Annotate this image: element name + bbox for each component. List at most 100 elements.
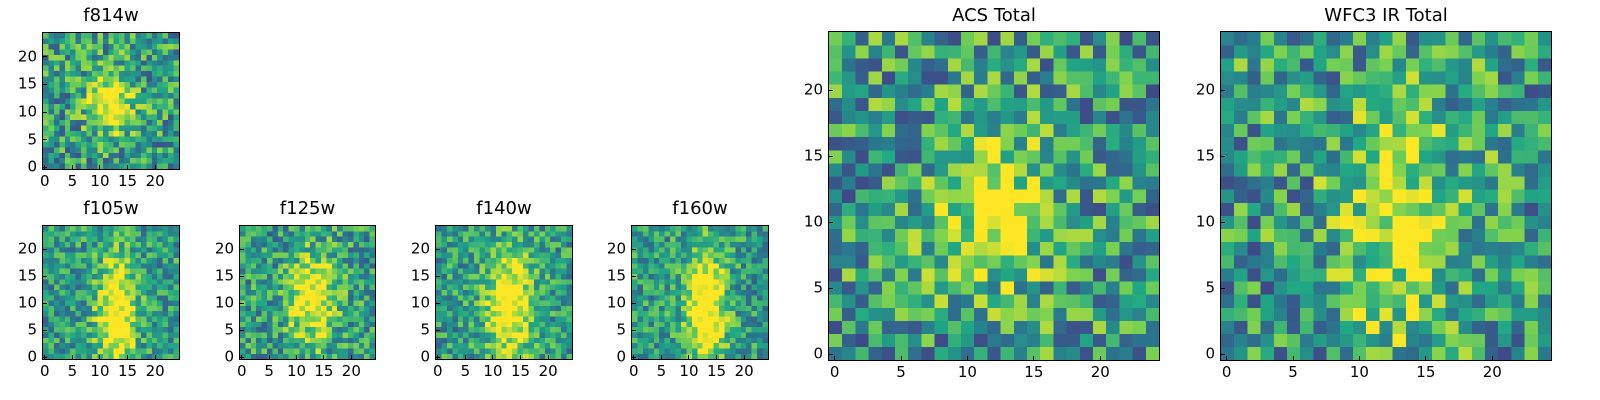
heatmap-cell [501, 348, 507, 354]
heatmap-cell [261, 231, 268, 237]
heatmap-cell [544, 247, 551, 253]
heatmap-cell [283, 343, 289, 349]
heatmap-cell [321, 305, 327, 312]
heatmap-cell [680, 348, 687, 354]
heatmap-cell [240, 348, 246, 354]
heatmap-cell [702, 252, 709, 259]
heatmap-cell [1247, 84, 1261, 98]
heatmap-cell [637, 305, 643, 312]
heatmap-cell [364, 316, 370, 322]
heatmap-cell [97, 158, 103, 164]
heatmap-cell [1132, 150, 1147, 164]
heatmap-cell [550, 273, 556, 280]
heatmap-cell [140, 268, 147, 274]
heatmap-cell [91, 343, 98, 349]
heatmap-cell [151, 305, 158, 312]
heatmap-cell [987, 150, 1001, 164]
heatmap-cell [299, 321, 305, 328]
heatmap-cell [468, 327, 475, 333]
heatmap-cell [632, 263, 638, 269]
heatmap-cell [1353, 150, 1367, 164]
heatmap-cell [947, 45, 962, 59]
heatmap-cell [746, 316, 752, 322]
heatmap-cell [1119, 163, 1133, 177]
heatmap-cell [1260, 202, 1275, 216]
heatmap-cell [868, 123, 883, 138]
heatmap-cell [934, 110, 949, 125]
heatmap-cell [130, 125, 136, 132]
heatmap-cell [283, 279, 289, 285]
heatmap-cell [474, 316, 480, 322]
heatmap-cell [523, 353, 529, 359]
heatmap-cell [1079, 45, 1094, 59]
heatmap-cell [1132, 255, 1147, 269]
heatmap-cell [1000, 320, 1015, 335]
heatmap-cell [1260, 110, 1275, 125]
heatmap-cell [659, 273, 665, 280]
heatmap-cell [331, 337, 338, 344]
heatmap-cell [315, 316, 322, 322]
heatmap-cell [353, 300, 359, 306]
heatmap-cell [686, 263, 692, 269]
heatmap-cell [348, 337, 354, 344]
heatmap-cell [501, 236, 507, 243]
heatmap-cell [53, 60, 60, 66]
heatmap-cell [479, 273, 486, 280]
heatmap-cell [1221, 110, 1235, 125]
heatmap-cell [140, 305, 147, 312]
heatmap-cell [702, 343, 709, 349]
heatmap-cell [353, 316, 359, 322]
y-tick-mark [240, 356, 244, 358]
heatmap-cell [746, 226, 752, 232]
x-tick-label: 10 [1349, 363, 1369, 381]
heatmap-cell [713, 268, 720, 274]
heatmap-cell [512, 247, 518, 253]
heatmap-cell [987, 268, 1001, 282]
heatmap-cell [1145, 110, 1159, 125]
heatmap-cell [119, 305, 125, 312]
heatmap-cell [272, 321, 278, 328]
heatmap-cell [1234, 58, 1248, 72]
x-tick-label: 20 [538, 362, 558, 380]
heatmap-cell [1027, 281, 1041, 295]
heatmap-cell [102, 257, 109, 264]
heatmap-cell [272, 316, 278, 322]
heatmap-cell [446, 300, 453, 306]
heatmap-cell [1013, 136, 1028, 151]
heatmap-cell [463, 353, 469, 359]
heatmap-cell [713, 226, 720, 232]
heatmap-cell [1445, 241, 1459, 256]
heatmap-cell [304, 311, 311, 317]
heatmap-cell [245, 289, 251, 296]
heatmap-cell [908, 32, 922, 46]
heatmap-cell [1366, 189, 1380, 203]
heatmap-cell [544, 311, 551, 317]
heatmap-cell [881, 110, 896, 125]
heatmap-cell [321, 263, 327, 269]
heatmap-cell [1119, 281, 1133, 295]
heatmap-cell [1379, 241, 1393, 256]
heatmap-cell [1027, 189, 1041, 203]
heatmap-cell [1458, 58, 1473, 72]
heatmap-cell [653, 348, 660, 354]
heatmap-cell [1234, 97, 1248, 111]
y-tick-label: 20 [803, 80, 823, 99]
heatmap-cell [1287, 215, 1301, 230]
heatmap-cell [1260, 215, 1275, 230]
heatmap-cell [452, 295, 458, 301]
heatmap-cell [1419, 202, 1433, 216]
heatmap-cell [1326, 320, 1341, 335]
heatmap-cell [829, 202, 843, 216]
heatmap-cell [1053, 163, 1067, 177]
heatmap-cell [130, 247, 136, 253]
heatmap-cell [135, 353, 142, 359]
heatmap-cell [337, 353, 343, 359]
heatmap-cell [108, 305, 114, 312]
heatmap-cell [358, 327, 365, 333]
heatmap-cell [140, 76, 147, 83]
heatmap-cell [75, 109, 82, 115]
heatmap-cell [1353, 97, 1367, 111]
heatmap-cell [326, 247, 332, 253]
heatmap-cell [523, 263, 529, 269]
heatmap-cell [724, 231, 731, 237]
